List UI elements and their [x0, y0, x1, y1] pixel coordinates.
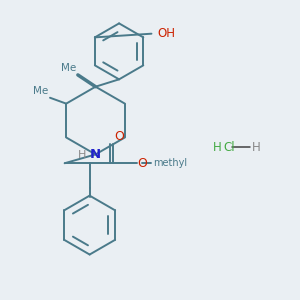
Text: H: H: [252, 141, 260, 154]
Text: H: H: [212, 141, 221, 154]
Text: O: O: [115, 130, 124, 142]
Text: Cl: Cl: [224, 141, 235, 154]
Text: methyl: methyl: [153, 158, 187, 168]
Text: H: H: [78, 150, 86, 160]
Text: OH: OH: [158, 27, 175, 40]
Text: O: O: [138, 157, 148, 170]
Text: Me: Me: [61, 63, 76, 74]
Text: Me: Me: [33, 86, 49, 96]
Text: N: N: [90, 148, 101, 161]
